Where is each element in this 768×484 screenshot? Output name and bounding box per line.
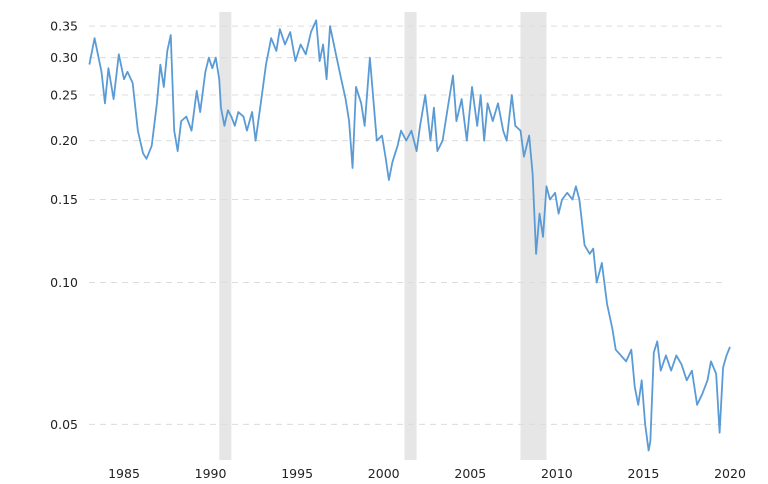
series-layer (88, 19, 731, 452)
y-tick-label: 0.15 (50, 192, 78, 207)
x-tick-label: 2005 (454, 466, 486, 481)
recession-band (219, 12, 232, 460)
x-tick-label: 1985 (108, 466, 140, 481)
y-tick-label: 0.20 (50, 133, 78, 148)
y-tick-label: 0.30 (50, 50, 78, 65)
x-tick-label: 2010 (541, 466, 573, 481)
recession-band (404, 12, 417, 460)
x-tick-label: 2020 (714, 466, 746, 481)
x-tick-label: 1995 (281, 466, 313, 481)
y-tick-label: 0.10 (50, 275, 78, 290)
x-tick-label: 2015 (628, 466, 660, 481)
x-tick-label: 1990 (195, 466, 227, 481)
y-tick-label: 0.25 (50, 87, 78, 102)
x-axis-tick-labels: 1985 1990 1995 2000 2005 2010 2015 2020 (108, 466, 746, 481)
horizontal-gridlines (89, 25, 727, 425)
x-tick-label: 2000 (368, 466, 400, 481)
series-line (88, 19, 731, 452)
y-axis-tick-labels: 0.05 0.10 0.15 0.20 0.25 0.30 0.35 (50, 19, 78, 432)
recession-bands (219, 12, 547, 460)
y-tick-label: 0.35 (50, 19, 78, 34)
y-tick-label: 0.05 (50, 417, 78, 432)
